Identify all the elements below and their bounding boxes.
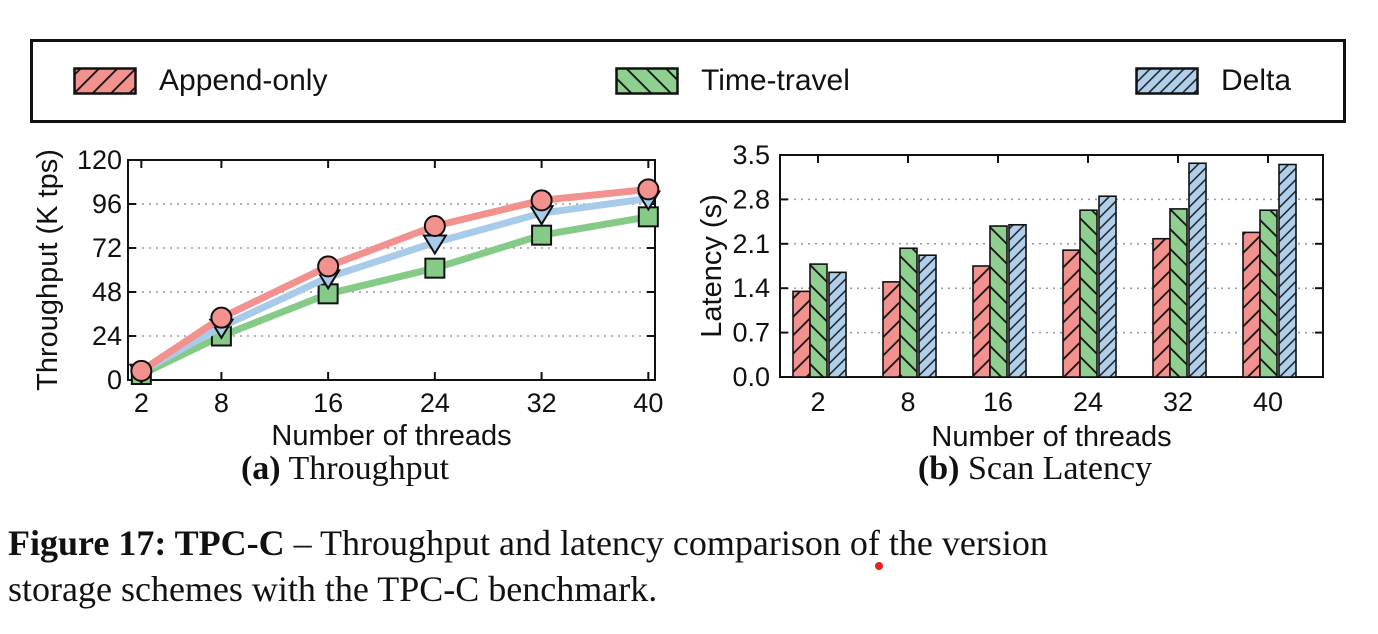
x-tick-label: 2 (134, 388, 149, 418)
bar-time-travel-16 (989, 225, 1008, 378)
bar-time-travel-2 (809, 263, 828, 378)
bar-delta-32 (1188, 162, 1207, 378)
series-line-delta (137, 195, 652, 376)
x-tick-label: 16 (313, 388, 343, 418)
figure-caption-line2: storage schemes with the TPC-C benchmark… (8, 569, 658, 609)
x-tick-label: 32 (1163, 387, 1193, 417)
bar-time-travel-8 (899, 247, 918, 378)
y-tick-label: 1.4 (732, 273, 770, 303)
figure-caption-separator: – (284, 523, 321, 563)
y-tick-label: 2.1 (732, 229, 770, 259)
bar-delta-16 (1008, 223, 1027, 378)
x-axis-label: Number of threads (271, 420, 511, 450)
subcaption-a: (a) Throughput (195, 450, 495, 488)
bar-delta-24 (1098, 195, 1117, 378)
bar-append-only-8 (882, 281, 901, 378)
bar-delta-8 (918, 254, 937, 378)
y-axis-label: Throughput (K tps) (32, 149, 64, 391)
y-tick-label: 120 (77, 145, 122, 175)
figure-caption-line1: Throughput and latency comparison of the… (320, 523, 1048, 563)
swatch-hatch (615, 67, 679, 95)
x-tick-label: 40 (1253, 387, 1283, 417)
legend-item-time-travel: Time-travel (615, 66, 850, 96)
plot-border (779, 154, 1324, 378)
legend-item-delta: Delta (1135, 66, 1291, 96)
throughput-line-chart: 0 24 48 72 96 120 Throughput (K tps) Number of … (32, 145, 663, 450)
series-line-time-travel (137, 213, 652, 378)
series-append-only (130, 178, 660, 382)
y-tick-label: 24 (92, 321, 122, 351)
figure-caption-bold: Figure 17: TPC-C (8, 523, 285, 563)
bar-time-travel-24 (1079, 209, 1098, 378)
x-tick-label: 24 (420, 388, 450, 418)
subcaption-a-text: Throughput (280, 450, 450, 487)
x-tick-label: 24 (1073, 387, 1103, 417)
subcaption-a-label: (a) (240, 450, 281, 487)
legend-label-append-only: Append-only (159, 64, 328, 97)
figure-caption: Figure 17: TPC-C – Throughput and latenc… (8, 520, 1373, 612)
bar-time-travel-32 (1169, 208, 1188, 378)
y-axis-label: Latency (s) (696, 194, 728, 337)
circle-marker (317, 255, 340, 278)
bars-time-travel (809, 208, 1278, 378)
circle-marker (637, 178, 660, 201)
circle-marker (530, 189, 553, 212)
y-tick-label: 0 (107, 365, 122, 395)
circle-marker (210, 306, 233, 329)
bar-delta-40 (1278, 163, 1297, 378)
bar-append-only-2 (792, 290, 811, 378)
legend-label-time-travel: Time-travel (701, 64, 850, 97)
y-tick-label: 96 (92, 189, 122, 219)
circle-marker (130, 359, 153, 382)
delta-swatch-icon (1135, 67, 1199, 95)
x-axis-label: Number of threads (931, 421, 1171, 450)
x-tick-label: 2 (810, 387, 825, 417)
x-tick-label: 40 (633, 388, 663, 418)
legend-label-delta: Delta (1221, 64, 1292, 97)
circle-marker (423, 215, 446, 237)
legend: Append-only Time-travel Delta (30, 39, 1346, 123)
bars-append-only (792, 231, 1261, 378)
y-tick-label: 72 (92, 233, 122, 263)
swatch-hatch (1135, 67, 1199, 95)
bar-time-travel-40 (1259, 209, 1278, 378)
swatch-hatch (73, 67, 137, 95)
x-tick-label: 16 (983, 387, 1013, 417)
legend-item-append-only: Append-only (73, 66, 327, 96)
y-tick-label: 0.7 (732, 318, 770, 348)
bar-append-only-40 (1242, 231, 1261, 378)
bar-append-only-16 (972, 265, 991, 378)
plot-border (127, 159, 656, 381)
series-line-append-only (137, 185, 652, 375)
x-tick-label: 8 (900, 387, 915, 417)
x-tick-label: 32 (527, 388, 557, 418)
bar-append-only-24 (1062, 249, 1081, 378)
y-tick-label: 2.8 (732, 184, 770, 214)
subcaption-b-text: Scan Latency (959, 450, 1153, 487)
red-annotation-dot (875, 562, 883, 570)
subcaption-b: (b) Scan Latency (885, 450, 1185, 488)
time-travel-swatch-icon (615, 67, 679, 95)
append-only-swatch-icon (73, 67, 137, 95)
series-time-travel (130, 206, 659, 385)
bar-append-only-32 (1152, 237, 1171, 378)
series-delta (128, 190, 662, 385)
square-marker (424, 257, 446, 279)
bar-delta-2 (828, 271, 847, 378)
x-tick-label: 8 (214, 388, 229, 418)
y-tick-label: 48 (92, 277, 122, 307)
y-tick-label: 0.0 (732, 362, 770, 392)
square-marker (531, 224, 553, 246)
subcaption-b-label: (b) (917, 450, 960, 487)
y-tick-label: 3.5 (732, 140, 770, 170)
bars-delta (828, 162, 1297, 378)
